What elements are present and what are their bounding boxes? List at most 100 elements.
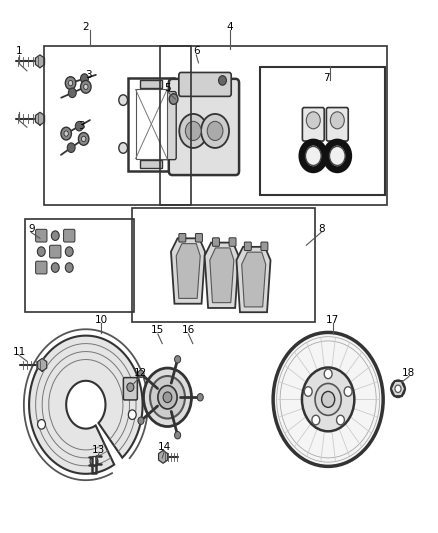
Circle shape [138, 417, 144, 424]
Circle shape [81, 136, 86, 142]
Circle shape [37, 247, 45, 256]
Circle shape [174, 356, 180, 363]
Bar [25, 219, 134, 312]
FancyBboxPatch shape [141, 160, 162, 168]
Circle shape [81, 80, 91, 93]
Circle shape [179, 114, 207, 148]
Text: 11: 11 [12, 346, 26, 357]
Polygon shape [176, 244, 200, 298]
Circle shape [219, 76, 226, 85]
Circle shape [174, 432, 180, 439]
Bar [160, 46, 387, 205]
Circle shape [61, 127, 71, 140]
Circle shape [90, 456, 98, 466]
Circle shape [119, 95, 127, 106]
Text: 5: 5 [165, 83, 171, 93]
Text: 7: 7 [323, 73, 329, 83]
Circle shape [65, 247, 73, 256]
Circle shape [312, 415, 320, 425]
FancyBboxPatch shape [64, 229, 75, 242]
Polygon shape [35, 112, 45, 125]
Circle shape [51, 263, 59, 272]
FancyBboxPatch shape [35, 261, 47, 274]
Circle shape [395, 385, 401, 392]
Circle shape [127, 383, 134, 391]
Circle shape [68, 88, 76, 98]
Circle shape [119, 143, 127, 154]
Circle shape [67, 143, 75, 152]
Text: 2: 2 [82, 22, 89, 33]
FancyBboxPatch shape [49, 245, 61, 258]
FancyBboxPatch shape [212, 238, 219, 246]
FancyBboxPatch shape [179, 233, 186, 242]
FancyBboxPatch shape [141, 80, 162, 88]
Polygon shape [210, 248, 234, 303]
Circle shape [150, 376, 185, 418]
Circle shape [330, 112, 344, 129]
Circle shape [138, 370, 144, 377]
Circle shape [273, 333, 383, 466]
Polygon shape [29, 336, 143, 474]
FancyBboxPatch shape [179, 72, 231, 96]
Text: 8: 8 [318, 224, 325, 235]
Polygon shape [242, 252, 266, 307]
Circle shape [329, 147, 345, 165]
Circle shape [169, 94, 178, 104]
Circle shape [75, 122, 83, 131]
Circle shape [197, 393, 203, 401]
FancyBboxPatch shape [326, 108, 348, 141]
Circle shape [158, 385, 177, 409]
Circle shape [336, 415, 344, 425]
FancyBboxPatch shape [162, 92, 176, 160]
Bar [261, 67, 385, 195]
Text: 3: 3 [85, 70, 92, 80]
FancyBboxPatch shape [169, 79, 239, 175]
FancyBboxPatch shape [261, 242, 268, 251]
Circle shape [163, 392, 172, 402]
Text: 10: 10 [95, 314, 108, 325]
Circle shape [344, 387, 352, 397]
Circle shape [207, 122, 223, 141]
Text: 18: 18 [402, 368, 416, 378]
Circle shape [65, 263, 73, 272]
Bar [132, 208, 315, 322]
Polygon shape [237, 247, 271, 312]
Text: 6: 6 [193, 46, 200, 56]
Text: 15: 15 [151, 325, 165, 335]
Circle shape [68, 80, 73, 86]
Polygon shape [171, 238, 205, 304]
Text: 9: 9 [28, 224, 35, 235]
Circle shape [324, 369, 332, 378]
Circle shape [321, 391, 335, 407]
Circle shape [304, 387, 312, 397]
FancyBboxPatch shape [195, 233, 202, 242]
Circle shape [305, 147, 321, 165]
Circle shape [78, 133, 89, 146]
Text: 16: 16 [182, 325, 195, 335]
Circle shape [391, 380, 405, 397]
Circle shape [201, 114, 229, 148]
Text: 12: 12 [134, 368, 147, 378]
Circle shape [315, 383, 341, 415]
Text: 14: 14 [158, 442, 171, 452]
Circle shape [302, 368, 354, 431]
Text: 17: 17 [326, 314, 339, 325]
FancyBboxPatch shape [35, 229, 47, 242]
Circle shape [144, 368, 191, 426]
FancyBboxPatch shape [229, 238, 236, 246]
Polygon shape [205, 243, 239, 308]
Circle shape [306, 112, 320, 129]
Text: 1: 1 [16, 46, 22, 56]
Circle shape [38, 419, 46, 429]
Circle shape [81, 74, 88, 83]
Text: 4: 4 [226, 22, 233, 33]
Polygon shape [159, 450, 168, 463]
Circle shape [84, 84, 88, 90]
Polygon shape [38, 359, 47, 371]
Circle shape [128, 410, 136, 419]
FancyBboxPatch shape [244, 242, 251, 251]
Polygon shape [35, 55, 45, 68]
FancyBboxPatch shape [302, 108, 324, 141]
Circle shape [185, 122, 201, 141]
Text: 3: 3 [78, 120, 85, 131]
